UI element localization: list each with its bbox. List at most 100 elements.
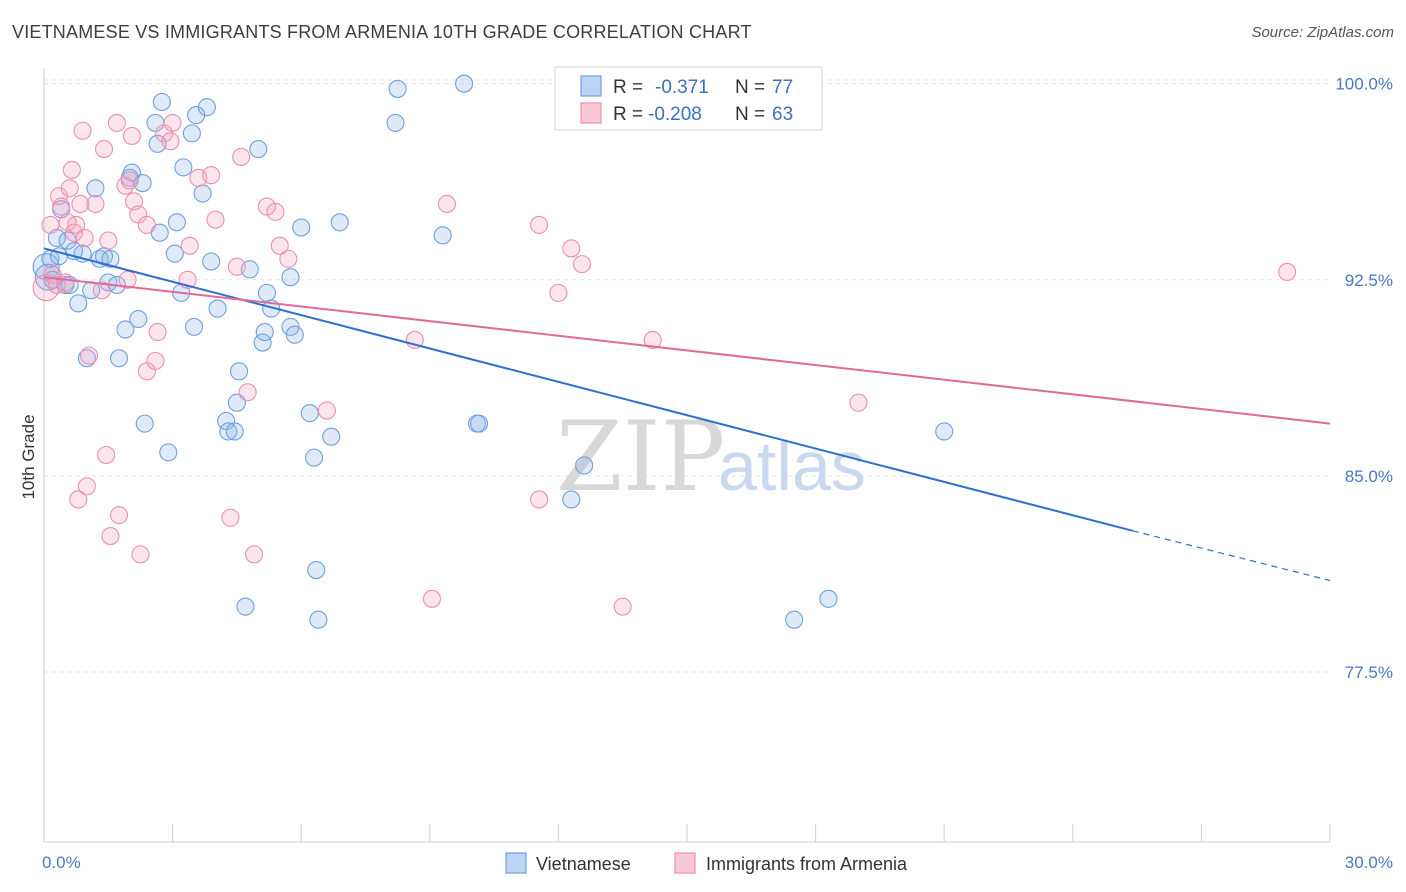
point-armenia-9 — [62, 160, 81, 180]
point-armenia-20 — [94, 140, 114, 159]
x-tick-label-1: 30.0% — [1345, 853, 1393, 872]
y-tick-labels: 100.0% 92.5% 85.0% 77.5% — [1335, 75, 1393, 682]
point-vietnamese-65 — [330, 213, 349, 232]
point-armenia-49 — [244, 545, 264, 564]
point-vietnamese-37 — [182, 124, 201, 143]
point-armenia-43 — [202, 166, 221, 185]
legend-bottom: Vietnamese Immigrants from Armenia — [505, 852, 908, 874]
point-armenia-54 — [317, 401, 336, 420]
point-vietnamese-43 — [208, 299, 227, 318]
point-vietnamese-68 — [433, 226, 452, 245]
point-armenia-52 — [270, 236, 289, 255]
point-armenia-65 — [849, 393, 868, 412]
point-vietnamese-60 — [300, 404, 319, 423]
legend-n-label-1: N = — [735, 77, 765, 98]
point-armenia-28 — [120, 171, 139, 190]
trend-line-vietnamese — [43, 247, 1134, 532]
x-tick-label-0: 0.0% — [42, 853, 81, 872]
point-armenia-59 — [530, 490, 549, 509]
point-armenia-8 — [60, 179, 79, 198]
point-vietnamese-61 — [305, 448, 324, 467]
point-vietnamese-27 — [135, 414, 154, 433]
point-armenia-61 — [562, 239, 581, 258]
source-label: Source: ZipAtlas.com — [1251, 24, 1394, 41]
legend-bottom-label-armenia: Immigrants from Armenia — [706, 854, 908, 874]
point-vietnamese-46 — [225, 422, 244, 441]
point-armenia-17 — [79, 346, 99, 365]
point-vietnamese-69 — [455, 74, 474, 93]
point-vietnamese-54 — [257, 283, 276, 302]
watermark-atlas: atlas — [718, 427, 866, 505]
point-armenia-58 — [530, 215, 549, 234]
point-armenia-39 — [163, 113, 182, 132]
point-vietnamese-72 — [562, 490, 581, 509]
point-armenia-60 — [549, 283, 568, 302]
point-armenia-16 — [77, 477, 96, 496]
point-vietnamese-63 — [309, 610, 328, 629]
point-armenia-63 — [613, 597, 632, 616]
point-armenia-13 — [71, 194, 90, 214]
point-armenia-1 — [41, 215, 60, 234]
point-armenia-51 — [266, 202, 285, 221]
point-armenia-50 — [257, 197, 276, 216]
point-armenia-22 — [99, 231, 118, 250]
point-vietnamese-13 — [77, 349, 96, 368]
point-armenia-46 — [227, 257, 246, 276]
point-armenia-5 — [52, 197, 71, 216]
legend-r-value-1: -0.371 — [655, 77, 709, 98]
point-vietnamese-4 — [47, 228, 66, 248]
point-armenia-19 — [92, 281, 111, 300]
point-armenia-6 — [56, 273, 75, 292]
point-vietnamese-59 — [292, 218, 311, 237]
point-vietnamese-42 — [202, 252, 221, 271]
point-armenia-36 — [148, 323, 167, 342]
legend-n-label-2: N = — [735, 104, 765, 125]
point-armenia-35 — [146, 351, 165, 370]
trend-line-armenia — [43, 276, 1331, 425]
point-vietnamese-38 — [184, 317, 204, 336]
point-armenia-25 — [109, 506, 129, 525]
point-vietnamese-49 — [236, 597, 255, 616]
point-armenia-23 — [101, 527, 120, 546]
legend-bottom-label-vietnamese: Vietnamese — [536, 854, 631, 874]
point-armenia-24 — [107, 113, 126, 132]
legend-swatch-armenia — [580, 102, 602, 124]
point-vietnamese-67 — [388, 79, 407, 98]
point-vietnamese-41 — [197, 98, 216, 117]
axes — [43, 68, 1331, 843]
legend-r-value-2: -0.208 — [648, 104, 702, 125]
point-armenia-21 — [97, 445, 116, 465]
point-vietnamese-25 — [129, 309, 148, 329]
point-armenia-29 — [122, 126, 141, 146]
point-armenia-14 — [73, 121, 92, 140]
point-armenia-18 — [86, 194, 105, 214]
point-armenia-38 — [161, 132, 180, 151]
legend-r-label-1: R = — [613, 77, 643, 98]
watermark: ZIP atlas — [556, 401, 866, 513]
point-armenia-11 — [67, 215, 86, 234]
point-vietnamese-71 — [470, 414, 489, 433]
point-armenia-57 — [437, 194, 456, 214]
y-axis-label: 10th Grade — [19, 414, 38, 499]
chart-title: VIETNAMESE VS IMMIGRANTS FROM ARMENIA 10… — [12, 22, 752, 42]
point-vietnamese-66 — [386, 113, 405, 132]
point-armenia-47 — [232, 147, 251, 166]
point-armenia-33 — [137, 215, 156, 234]
point-vietnamese-33 — [165, 244, 184, 263]
point-armenia-41 — [180, 236, 199, 255]
legend-r-label-2: R = — [613, 104, 643, 125]
point-vietnamese-58 — [285, 325, 304, 344]
point-vietnamese-34 — [167, 213, 186, 232]
point-vietnamese-45 — [219, 422, 238, 441]
point-armenia-44 — [206, 210, 225, 229]
point-armenia-15 — [75, 228, 94, 248]
point-vietnamese-75 — [819, 589, 838, 608]
point-armenia-56 — [422, 589, 441, 608]
point-armenia-12 — [69, 490, 88, 509]
legend-bottom-swatch-vietnamese — [505, 852, 527, 874]
point-vietnamese-51 — [249, 140, 268, 159]
point-armenia-62 — [572, 255, 592, 274]
legend-n-value-1: 77 — [772, 77, 793, 98]
point-vietnamese-31 — [152, 92, 171, 112]
